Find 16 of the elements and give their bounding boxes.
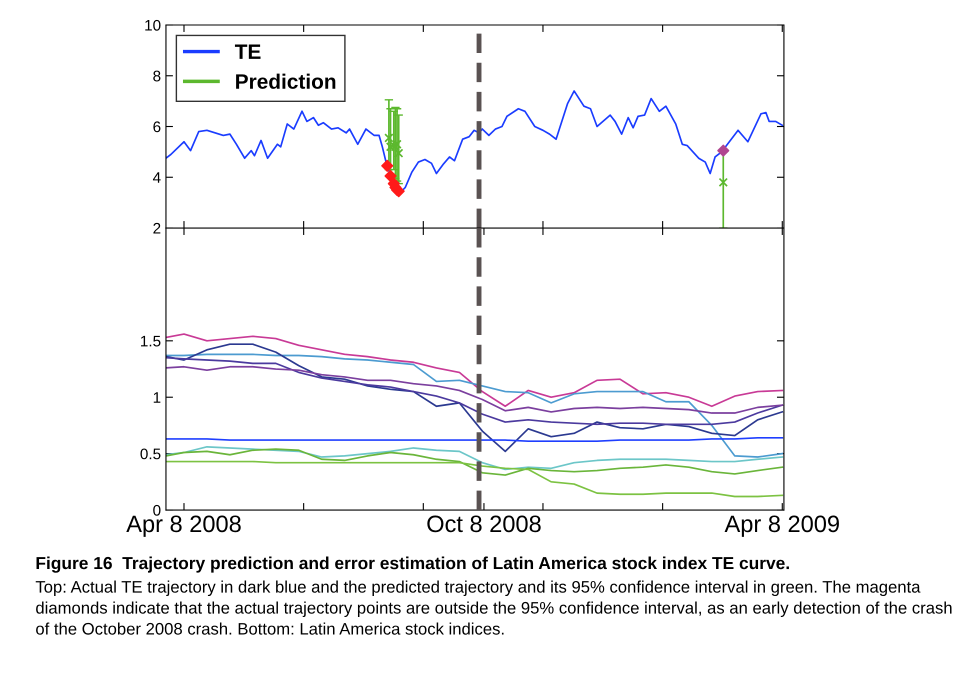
y-tick-label: 1.5 bbox=[141, 336, 160, 347]
y-tick-label: 8 bbox=[153, 70, 160, 82]
caption: Figure 16 Trajectory prediction and error estimation of Latin America stock index TE curve. bbox=[36, 556, 789, 573]
x-tick-label: Apr 8 2009 bbox=[724, 516, 839, 537]
y-tick-label: 6 bbox=[153, 121, 160, 132]
y-tick-label: 2 bbox=[153, 222, 160, 234]
y-tick-label: 0.5 bbox=[140, 448, 160, 460]
text: Top: Actual TE trajectory in dark blue and the predicted trajectory and its 95% confidence interval in green. The magenta diamonds indicate that the actual trajectory points are outside the 95% confidence interval, as an early detection of the crash of the October 2008 crash. Bottom: Latin America stock indices. bbox=[36, 580, 952, 635]
x-tick-label: Apr 8 2008 bbox=[126, 516, 241, 537]
legend-label: Prediction bbox=[236, 74, 336, 89]
y-tick-label: 0 bbox=[153, 504, 161, 516]
x-tick-label: Oct 8 2008 bbox=[427, 516, 541, 532]
y-tick-label: 4 bbox=[152, 172, 161, 183]
y-tick-label: 10 bbox=[145, 20, 161, 31]
legend-label: TE bbox=[234, 44, 261, 59]
y-tick-label: 1 bbox=[154, 392, 160, 403]
